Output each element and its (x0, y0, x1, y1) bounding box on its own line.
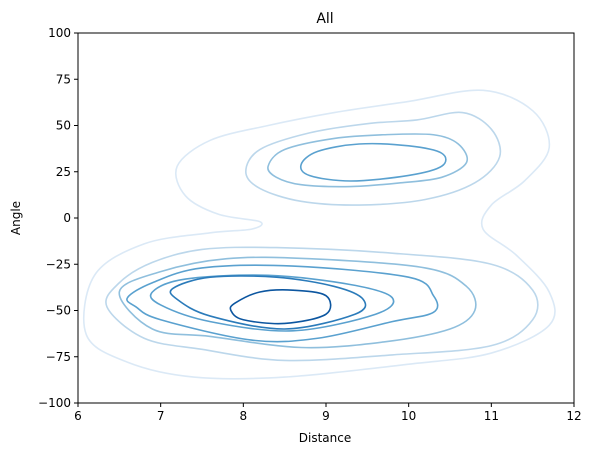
y-tick-label: −50 (46, 304, 71, 318)
y-tick-label: 50 (56, 119, 71, 133)
contour-level-2-path-1 (245, 111, 502, 206)
x-tick-label: 12 (566, 409, 581, 423)
y-tick-label: −75 (46, 350, 71, 364)
y-tick-label: 75 (56, 72, 71, 86)
contour-level-2-path-2 (105, 246, 539, 362)
contour-level-4-path-3 (149, 274, 395, 332)
contour-level-3-path-1 (267, 133, 468, 188)
y-tick-label: 100 (48, 26, 71, 40)
contour-level-6-path-1 (229, 289, 332, 325)
x-tick-label: 8 (240, 409, 248, 423)
y-tick-label: −100 (38, 396, 71, 410)
x-axis-ticks: 6 7 8 9 10 11 12 (74, 403, 582, 423)
contour-level-3-path-2 (118, 256, 477, 349)
contour-level-4-path-2 (126, 264, 439, 343)
contour-level-1-path-1 (83, 89, 556, 380)
x-axis-label: Distance (299, 431, 351, 445)
contour-level-5-path-1 (169, 275, 367, 330)
contour-lines (83, 89, 556, 380)
chart-title: All (316, 11, 333, 27)
x-tick-label: 6 (74, 409, 82, 423)
x-tick-label: 10 (401, 409, 416, 423)
y-tick-label: −25 (46, 257, 71, 271)
y-tick-label: 25 (56, 165, 71, 179)
x-tick-label: 9 (322, 409, 330, 423)
y-tick-label: 0 (63, 211, 71, 225)
contour-level-4-path-1 (299, 142, 447, 182)
x-tick-label: 11 (484, 409, 499, 423)
y-axis-ticks: 100 75 50 25 0 −25 −50 −75 −100 (38, 26, 78, 410)
x-tick-label: 7 (157, 409, 165, 423)
y-axis-label: Angle (9, 201, 23, 235)
